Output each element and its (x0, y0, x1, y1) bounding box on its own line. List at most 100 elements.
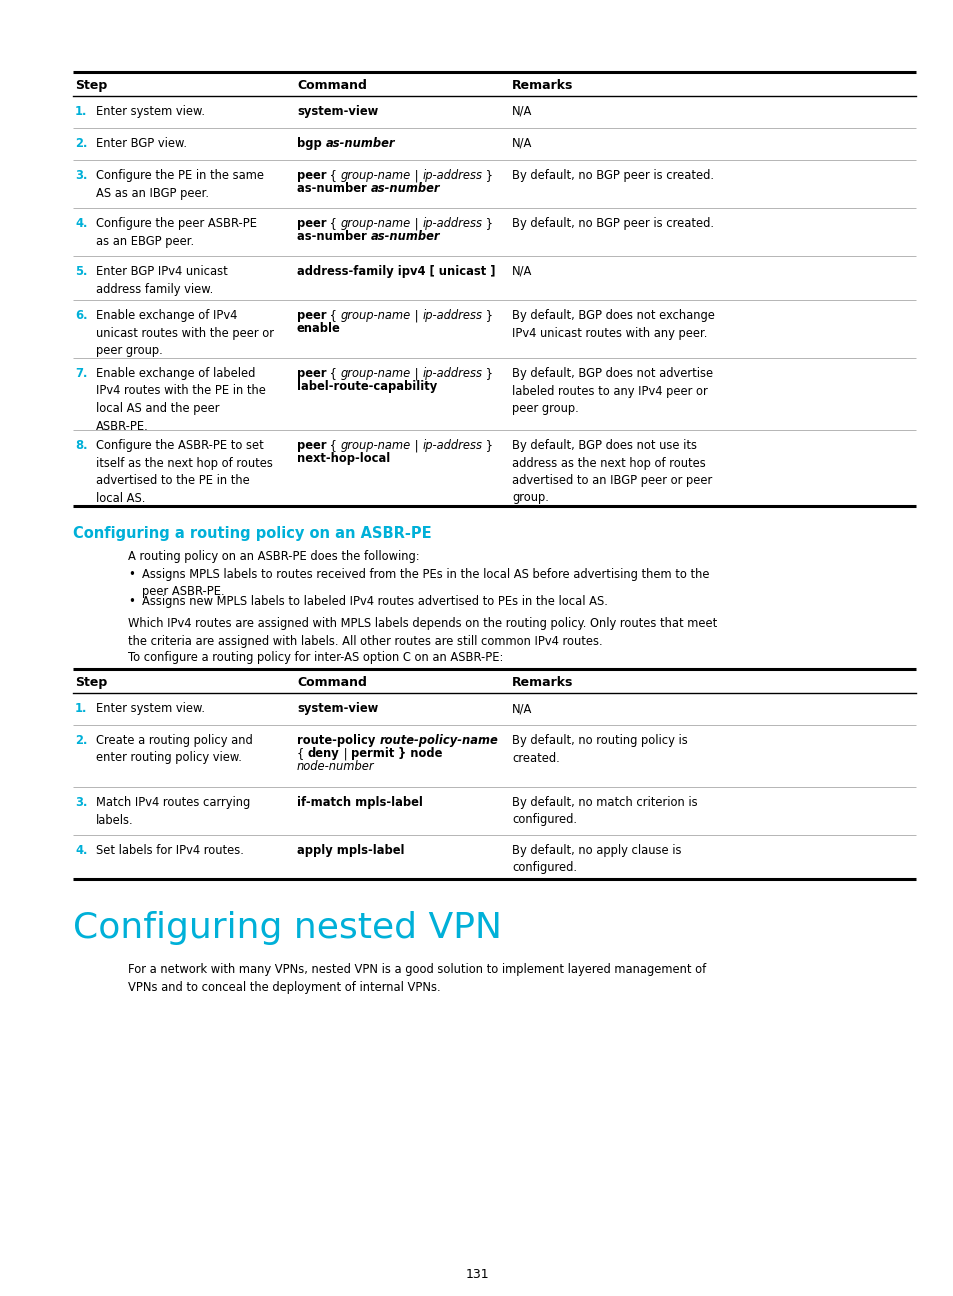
Text: Command: Command (296, 677, 367, 689)
Text: 2.: 2. (75, 734, 88, 746)
Text: peer: peer (296, 308, 326, 321)
Text: Command: Command (296, 79, 367, 92)
Text: {: { (326, 367, 340, 380)
Text: |: | (411, 216, 422, 229)
Text: }: } (482, 216, 493, 229)
Text: node-number: node-number (296, 759, 375, 772)
Text: }: } (482, 367, 493, 380)
Text: 5.: 5. (75, 264, 88, 279)
Text: |: | (411, 308, 422, 321)
Text: To configure a routing policy for inter-AS option C on an ASBR-PE:: To configure a routing policy for inter-… (128, 651, 503, 664)
Text: peer: peer (296, 216, 326, 229)
Text: |: | (411, 168, 422, 181)
Text: •: • (128, 595, 134, 608)
Text: Remarks: Remarks (512, 677, 573, 689)
Text: {: { (326, 216, 340, 229)
Text: enable: enable (296, 321, 340, 334)
Text: ip-address: ip-address (422, 367, 482, 380)
Text: Configure the peer ASBR-PE
as an EBGP peer.: Configure the peer ASBR-PE as an EBGP pe… (96, 216, 256, 248)
Text: N/A: N/A (512, 702, 532, 715)
Text: {: { (296, 746, 308, 759)
Text: By default, BGP does not exchange
IPv4 unicast routes with any peer.: By default, BGP does not exchange IPv4 u… (512, 308, 714, 340)
Text: Enter BGP IPv4 unicast
address family view.: Enter BGP IPv4 unicast address family vi… (96, 264, 228, 295)
Text: as-number: as-number (296, 229, 371, 244)
Text: as-number: as-number (296, 181, 371, 194)
Text: {: { (326, 439, 340, 452)
Text: Assigns new MPLS labels to labeled IPv4 routes advertised to PEs in the local AS: Assigns new MPLS labels to labeled IPv4 … (142, 595, 607, 608)
Text: route-policy-name: route-policy-name (379, 734, 497, 746)
Text: as-number: as-number (371, 181, 439, 194)
Text: •: • (128, 568, 134, 581)
Text: By default, no routing policy is
created.: By default, no routing policy is created… (512, 734, 687, 765)
Text: label-route-capability: label-route-capability (296, 380, 436, 393)
Text: apply mpls-label: apply mpls-label (296, 844, 404, 857)
Text: bgp: bgp (296, 137, 325, 150)
Text: N/A: N/A (512, 105, 532, 118)
Text: 7.: 7. (75, 367, 88, 380)
Text: 6.: 6. (75, 308, 88, 321)
Text: Configuring a routing policy on an ASBR-PE: Configuring a routing policy on an ASBR-… (73, 526, 431, 540)
Text: A routing policy on an ASBR-PE does the following:: A routing policy on an ASBR-PE does the … (128, 550, 419, 562)
Text: group-name: group-name (340, 367, 411, 380)
Text: N/A: N/A (512, 137, 532, 150)
Text: By default, no apply clause is
configured.: By default, no apply clause is configure… (512, 844, 680, 875)
Text: if-match mpls-label: if-match mpls-label (296, 796, 422, 809)
Text: |: | (411, 439, 422, 452)
Text: 2.: 2. (75, 137, 88, 150)
Text: 3.: 3. (75, 796, 88, 809)
Text: By default, BGP does not advertise
labeled routes to any IPv4 peer or
peer group: By default, BGP does not advertise label… (512, 367, 713, 415)
Text: By default, no BGP peer is created.: By default, no BGP peer is created. (512, 216, 713, 229)
Text: }: } (482, 439, 493, 452)
Text: Set labels for IPv4 routes.: Set labels for IPv4 routes. (96, 844, 244, 857)
Text: By default, no match criterion is
configured.: By default, no match criterion is config… (512, 796, 697, 827)
Text: By default, no BGP peer is created.: By default, no BGP peer is created. (512, 168, 713, 181)
Text: Enter BGP view.: Enter BGP view. (96, 137, 187, 150)
Text: peer: peer (296, 367, 326, 380)
Text: permit: permit (351, 746, 394, 759)
Text: ip-address: ip-address (422, 216, 482, 229)
Text: peer: peer (296, 168, 326, 181)
Text: Step: Step (75, 677, 107, 689)
Text: Configuring nested VPN: Configuring nested VPN (73, 911, 501, 945)
Text: Remarks: Remarks (512, 79, 573, 92)
Text: 131: 131 (465, 1267, 488, 1280)
Text: system-view: system-view (296, 105, 377, 118)
Text: Configure the PE in the same
AS as an IBGP peer.: Configure the PE in the same AS as an IB… (96, 168, 264, 200)
Text: as-number: as-number (325, 137, 395, 150)
Text: deny: deny (308, 746, 339, 759)
Text: |: | (339, 746, 351, 759)
Text: |: | (411, 367, 422, 380)
Text: group-name: group-name (340, 308, 411, 321)
Text: ip-address: ip-address (422, 168, 482, 181)
Text: group-name: group-name (340, 168, 411, 181)
Text: By default, BGP does not use its
address as the next hop of routes
advertised to: By default, BGP does not use its address… (512, 439, 712, 504)
Text: address-family ipv4 [ unicast ]: address-family ipv4 [ unicast ] (296, 264, 495, 279)
Text: group-name: group-name (340, 216, 411, 229)
Text: For a network with many VPNs, nested VPN is a good solution to implement layered: For a network with many VPNs, nested VPN… (128, 963, 705, 994)
Text: Enter system view.: Enter system view. (96, 105, 205, 118)
Text: Enable exchange of labeled
IPv4 routes with the PE in the
local AS and the peer
: Enable exchange of labeled IPv4 routes w… (96, 367, 266, 433)
Text: N/A: N/A (512, 264, 532, 279)
Text: }: } (482, 168, 493, 181)
Text: Enter system view.: Enter system view. (96, 702, 205, 715)
Text: as-number: as-number (371, 229, 439, 244)
Text: Step: Step (75, 79, 107, 92)
Text: ip-address: ip-address (422, 439, 482, 452)
Text: {: { (326, 168, 340, 181)
Text: }: } (482, 308, 493, 321)
Text: } node: } node (394, 746, 442, 759)
Text: 4.: 4. (75, 844, 88, 857)
Text: 1.: 1. (75, 105, 88, 118)
Text: Assigns MPLS labels to routes received from the PEs in the local AS before adver: Assigns MPLS labels to routes received f… (142, 568, 709, 599)
Text: system-view: system-view (296, 702, 377, 715)
Text: Configure the ASBR-PE to set
itself as the next hop of routes
advertised to the : Configure the ASBR-PE to set itself as t… (96, 439, 273, 504)
Text: 1.: 1. (75, 702, 88, 715)
Text: route-policy: route-policy (296, 734, 379, 746)
Text: group-name: group-name (340, 439, 411, 452)
Text: Enable exchange of IPv4
unicast routes with the peer or
peer group.: Enable exchange of IPv4 unicast routes w… (96, 308, 274, 356)
Text: Create a routing policy and
enter routing policy view.: Create a routing policy and enter routin… (96, 734, 253, 765)
Text: next-hop-local: next-hop-local (296, 452, 390, 465)
Text: 4.: 4. (75, 216, 88, 229)
Text: 3.: 3. (75, 168, 88, 181)
Text: Which IPv4 routes are assigned with MPLS labels depends on the routing policy. O: Which IPv4 routes are assigned with MPLS… (128, 617, 717, 648)
